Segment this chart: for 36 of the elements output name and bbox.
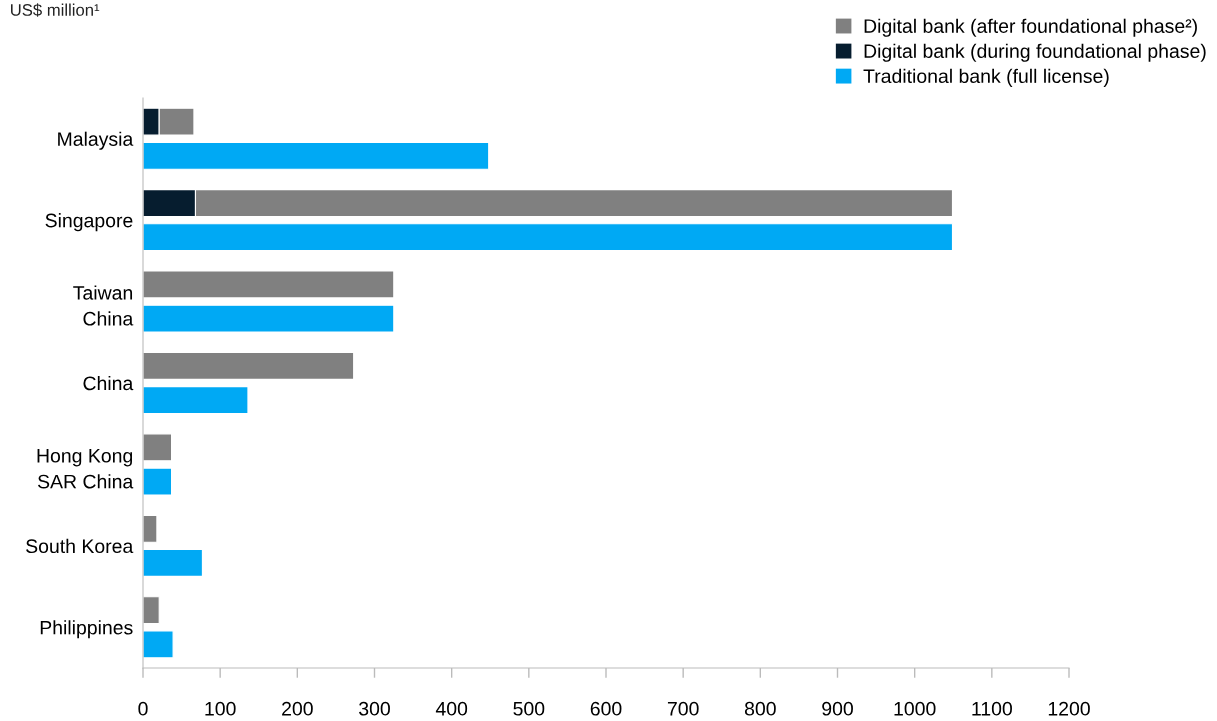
bar [143,596,160,625]
bar [143,141,490,170]
y-tick-label: South Korea [26,538,134,554]
x-tick-label: 200 [282,701,313,716]
bar [143,433,173,462]
x-tick-label: 600 [590,701,622,716]
x-tick-label: 400 [435,701,468,716]
x-tick-label: 900 [822,701,853,716]
bar [143,304,395,333]
legend-label: Traditional bank (full license) [863,68,1109,87]
x-tick-label: 300 [359,701,390,716]
x-tick-label: 100 [205,701,236,716]
x-tick-label: 1000 [894,701,936,716]
legend-label: Digital bank (during foundational phase) [864,43,1206,62]
y-tick-label: China [83,375,134,391]
bar [143,630,174,659]
x-tick-label: 800 [744,701,776,716]
x-tick-label: 500 [513,701,545,716]
y-tick-label: Hong Kong SAR China [37,449,134,489]
x-tick-label: 1100 [972,701,1012,716]
bar [143,223,954,252]
y-tick-label: Philippines [40,620,133,639]
chart-title: US$ million¹ [11,3,100,17]
bar [143,514,158,543]
y-tick-label: Malaysia [58,131,134,150]
x-tick-label: 0 [138,701,148,716]
bar [143,386,249,415]
x-tick-label: 700 [667,701,699,716]
y-tick-label: Singapore [45,213,133,232]
x-tick-label: 1200 [1048,701,1090,716]
bar [143,270,395,299]
bar [143,548,203,577]
y-tick-label: Taiwan China [73,285,134,326]
bar [143,351,355,380]
bar [143,467,173,496]
legend-label: Digital bank (after foundational phase²) [864,18,1197,37]
